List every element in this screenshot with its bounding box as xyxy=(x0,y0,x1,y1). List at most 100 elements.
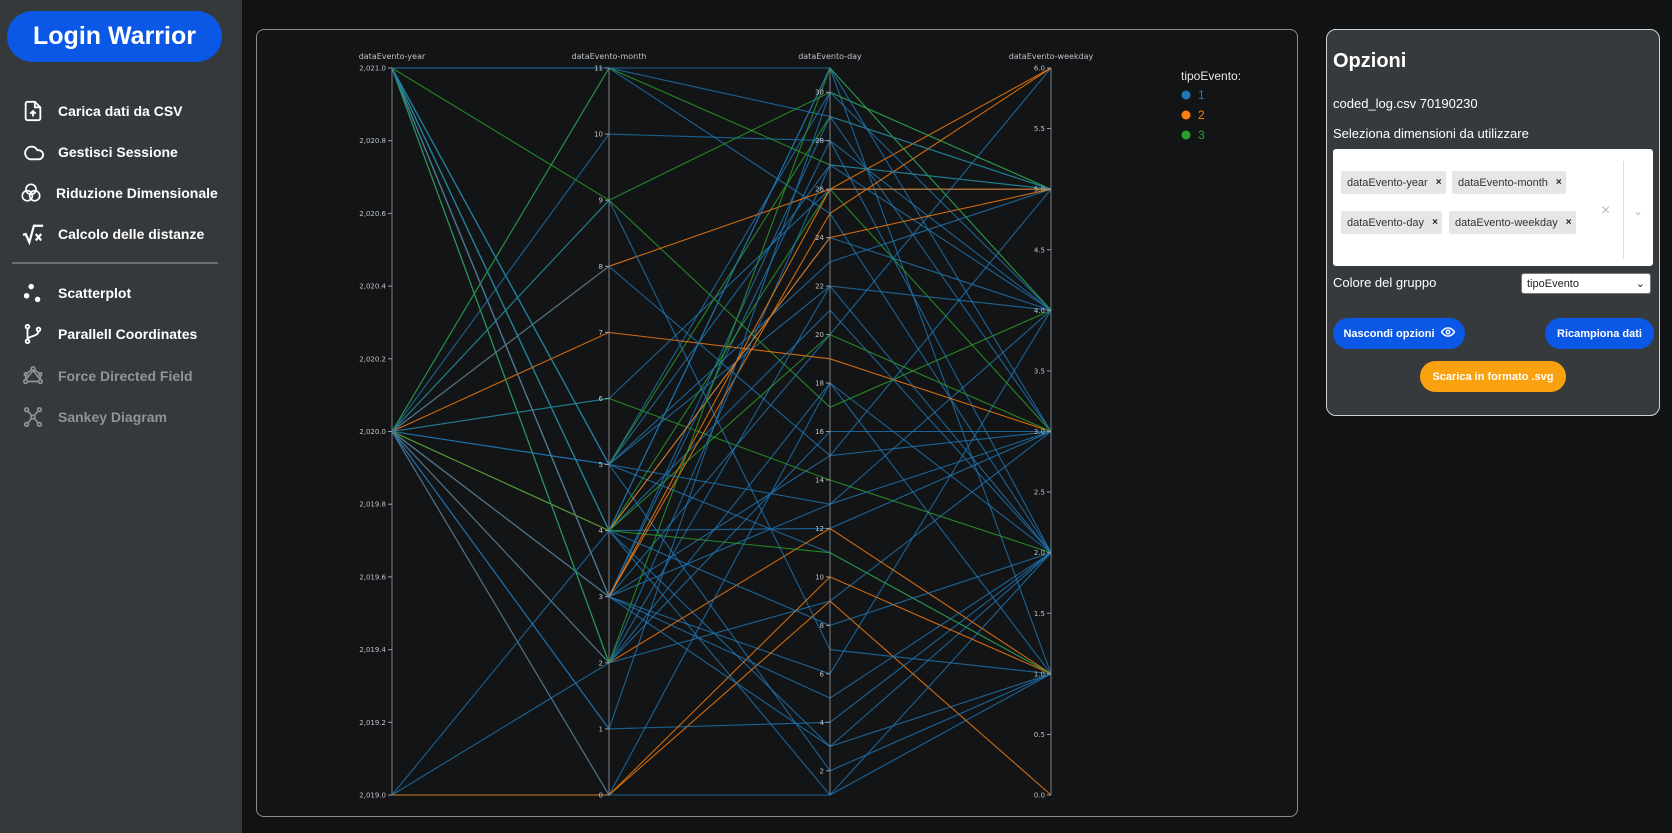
clear-all-icon[interactable]: × xyxy=(1601,202,1611,219)
chip-remove-icon[interactable]: × xyxy=(1555,177,1562,188)
tick-label: 1.0 xyxy=(1034,670,1045,678)
data-line xyxy=(391,67,1052,598)
chip-remove-icon[interactable]: × xyxy=(1432,217,1438,228)
chart-lines-group xyxy=(391,66,1052,797)
eye-icon xyxy=(1440,325,1455,342)
tick-label: 11 xyxy=(594,65,603,73)
download-svg-button[interactable]: Scarica in formato .svg xyxy=(1420,361,1566,392)
legend-label: 1 xyxy=(1198,88,1205,102)
axis-title[interactable]: dataEvento-year xyxy=(359,52,426,61)
legend-title: tipoEvento: xyxy=(1181,69,1241,83)
tick-label: 5.0 xyxy=(1034,186,1045,194)
data-line xyxy=(391,67,1052,675)
tick-label: 2,019.6 xyxy=(359,573,386,581)
tick-label: 2,020.8 xyxy=(359,137,386,145)
tick-label: 2,019.4 xyxy=(359,646,386,654)
chip-label: dataEvento-weekday xyxy=(1455,216,1558,229)
parallel-coordinates-chart[interactable]: dataEvento-year 2,019.0 2,019.2 2,019.4 2,01… xyxy=(256,29,1298,817)
tick-label: 6 xyxy=(820,670,825,678)
sidebar-item-label: Scatterplot xyxy=(58,285,132,301)
data-line xyxy=(391,67,1051,598)
app-logo[interactable]: Login Warrior xyxy=(7,11,222,62)
tick-label: 2,019.2 xyxy=(359,719,386,727)
options-panel: Opzioni coded_log.csv 70190230 Seleziona… xyxy=(1326,29,1660,416)
data-line xyxy=(391,67,1052,675)
data-line xyxy=(391,431,1052,796)
data-line xyxy=(391,430,1052,772)
tick-label: 2.0 xyxy=(1034,549,1045,557)
data-line xyxy=(391,331,1052,433)
chip-remove-icon[interactable]: × xyxy=(1435,177,1442,188)
chip-label: dataEvento-day xyxy=(1347,216,1425,229)
tick-label: 3.5 xyxy=(1034,367,1045,375)
tick-label: 30 xyxy=(815,89,824,97)
sidebar-item-label: Parallell Coordinates xyxy=(58,326,198,342)
tick-label: 18 xyxy=(815,380,824,388)
sidebar-item-label: Force Directed Field xyxy=(58,368,193,384)
branch-icon xyxy=(20,321,46,347)
tick-label: 12 xyxy=(815,525,824,533)
sidebar-item-parallel-coordinates[interactable]: Parallell Coordinates xyxy=(20,321,197,347)
tick-label: 10 xyxy=(594,131,603,139)
data-line xyxy=(391,67,1052,599)
chevron-down-icon: ⌄ xyxy=(1635,278,1645,290)
tick-label: 6.0 xyxy=(1034,65,1045,73)
dimension-chip: dataEvento-month × xyxy=(1452,171,1566,194)
cloud-icon xyxy=(20,139,46,165)
tick-label: 26 xyxy=(815,186,824,194)
data-line xyxy=(391,66,1052,665)
data-line xyxy=(391,67,1052,626)
data-line xyxy=(391,285,1052,796)
legend-dot xyxy=(1181,130,1191,140)
tick-label: 6 xyxy=(599,395,604,403)
multiselect-separator xyxy=(1623,161,1624,259)
file-info: coded_log.csv 70190230 xyxy=(1333,96,1478,111)
sidebar-item-riduzione-dimensionale[interactable]: Riduzione Dimensionale xyxy=(18,180,218,206)
data-line xyxy=(391,67,1052,675)
tick-label: 0 xyxy=(599,792,603,800)
hide-options-label: Nascondi opzioni xyxy=(1343,327,1435,340)
sidebar-item-scatterplot[interactable]: Scatterplot xyxy=(20,280,131,306)
sidebar-divider xyxy=(12,262,218,264)
legend-label: 2 xyxy=(1198,108,1205,122)
sidebar-item-carica-csv[interactable]: Carica dati da CSV xyxy=(20,98,183,124)
sidebar-item-calcolo-distanze[interactable]: Calcolo delle distanze xyxy=(20,221,204,247)
data-line xyxy=(391,67,1052,408)
resample-button[interactable]: Ricampiona dati xyxy=(1545,318,1654,349)
group-color-select[interactable]: tipoEvento ⌄ xyxy=(1521,273,1651,294)
tick-label: 1.5 xyxy=(1034,610,1045,618)
data-line xyxy=(391,67,1052,598)
chart-legend: tipoEvento: 1 2 3 xyxy=(1181,69,1241,142)
options-title: Opzioni xyxy=(1333,50,1407,72)
data-line xyxy=(392,67,1052,554)
legend-dot xyxy=(1181,90,1191,100)
data-line xyxy=(391,91,1052,731)
hide-options-button[interactable]: Nascondi opzioni xyxy=(1333,318,1465,349)
sidebar-item-gestisci-sessione[interactable]: Gestisci Sessione xyxy=(20,139,178,165)
data-line xyxy=(391,265,1052,457)
data-line xyxy=(391,430,1052,675)
data-line xyxy=(391,430,1051,664)
chart-svg[interactable]: dataEvento-year 2,019.0 2,019.2 2,019.4 2,01… xyxy=(257,30,1298,817)
axis-title[interactable]: dataEvento-weekday xyxy=(1009,52,1094,61)
data-line xyxy=(392,67,1052,190)
data-line xyxy=(391,66,1052,796)
tick-label: 28 xyxy=(815,137,824,145)
dimensions-multiselect[interactable]: dataEvento-year × dataEvento-month × dat… xyxy=(1333,149,1653,266)
scatter-icon xyxy=(20,280,46,306)
tick-label: 2,019.8 xyxy=(359,501,386,509)
chip-remove-icon[interactable]: × xyxy=(1565,217,1572,228)
data-line xyxy=(391,188,1051,433)
chevron-down-icon[interactable]: ⌄ xyxy=(1633,204,1644,218)
group-color-label: Colore del gruppo xyxy=(1333,275,1437,290)
group-color-value: tipoEvento xyxy=(1527,277,1579,290)
tick-label: 2,019.0 xyxy=(359,792,386,800)
legend-dot xyxy=(1181,110,1191,120)
sidebar-item-label: Riduzione Dimensionale xyxy=(56,185,218,201)
data-line xyxy=(391,67,1052,748)
axis-title[interactable]: dataEvento-month xyxy=(572,52,647,61)
tick-label: 0.5 xyxy=(1034,731,1045,739)
axis-title[interactable]: dataEvento-day xyxy=(798,52,862,61)
dimensions-label: Seleziona dimensioni da utilizzare xyxy=(1333,126,1529,141)
tick-label: 8 xyxy=(820,622,824,630)
